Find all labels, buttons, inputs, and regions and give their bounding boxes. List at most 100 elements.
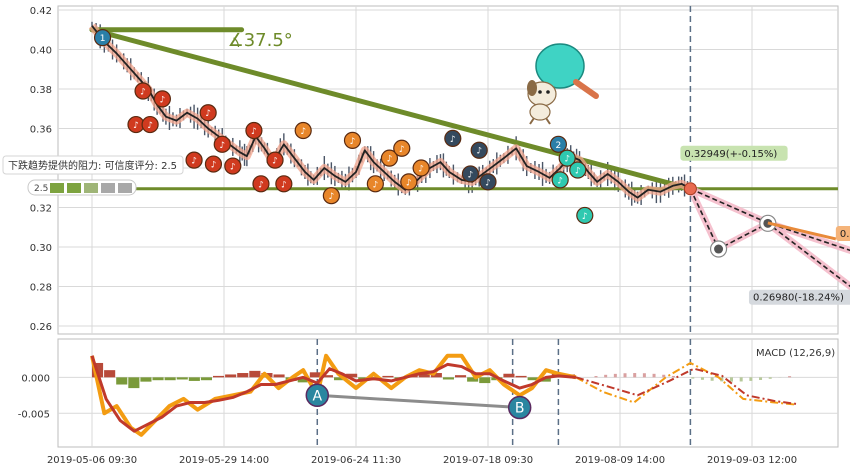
macd-histogram-bar (479, 377, 491, 384)
paddle-handle-icon (573, 79, 599, 99)
annotation-box (835, 225, 850, 241)
macd-histogram-bar-projected (739, 377, 743, 382)
wave-marker-dot (393, 139, 411, 157)
wave-marker: ♪ (393, 139, 411, 157)
macd-histogram-bar (128, 377, 140, 389)
macd-histogram-bar (418, 372, 430, 378)
macd-histogram-bar-projected (710, 377, 714, 381)
score-badge-icon (84, 183, 98, 193)
macd-histogram-bar (140, 377, 152, 382)
wave-marker-label: ♪ (160, 95, 166, 105)
macd-tick-label: 0.000 (21, 373, 50, 384)
x-tick-label: 2019-08-09 14:00 (575, 455, 665, 466)
divergence-point-label: A (312, 388, 322, 404)
dog-ear-icon (527, 80, 537, 96)
resistance-note: 下跌趋势提供的阻力: 可信度评分: 2.5 (2, 155, 184, 175)
wave-marker-label: ♪ (281, 180, 287, 190)
wave-marker-dot (134, 82, 152, 100)
wave-marker: ♪ (400, 173, 418, 191)
wave-marker: ♪ (343, 131, 362, 149)
macd-histogram-bar (176, 377, 188, 380)
wave-marker-dot (412, 159, 430, 177)
dog-eye-icon (546, 90, 550, 94)
macd-histogram-bar (200, 377, 212, 381)
wave-marker-label: ♪ (211, 161, 217, 171)
macd-histogram-bar-projected (642, 373, 646, 378)
macd-histogram-bar (503, 373, 515, 378)
wave-marker-label: ♪ (230, 163, 236, 173)
macd-histogram-bar (527, 377, 539, 381)
macd-histogram-bar-projected (671, 375, 675, 378)
price-panel: 0.420.400.380.360.340.320.300.280.26 ∡37… (2, 5, 850, 335)
wave-marker-label: ♪ (406, 178, 412, 188)
wave-marker-dot (141, 115, 159, 134)
score-badge-icon (118, 183, 132, 193)
price-tick-label: 0.30 (30, 243, 52, 254)
wave-marker-dot (343, 131, 362, 149)
wave-marker-dot (380, 149, 399, 167)
wave-marker-dot (224, 157, 242, 175)
macd-vertical-markers (316, 339, 692, 447)
dog-leg-icon (529, 117, 535, 125)
macd-histogram-bar (382, 375, 394, 378)
macd-histogram-bar-projected (788, 376, 792, 378)
wave-marker-label: ♪ (476, 147, 482, 157)
price-tick-label: 0.26 (30, 322, 52, 333)
wave-marker: ♪ (127, 115, 145, 134)
wave-marker-dot (558, 149, 576, 167)
macd-series-line (90, 355, 577, 433)
score-label: 2.5 (34, 184, 48, 194)
current-price-dot (683, 182, 697, 196)
wave-marker: ♪ (322, 187, 340, 205)
wave-marker: ♪ (470, 141, 488, 159)
wave-marker-label: ♪ (418, 165, 424, 175)
wave-marker: ♪ (366, 175, 384, 193)
macd-histogram-bar (455, 375, 467, 378)
price-tick-label: 0.42 (30, 6, 52, 17)
wave-marker-dot (245, 121, 263, 140)
wave-marker-dot (366, 175, 384, 193)
wave-marker-label: 2 (556, 141, 562, 151)
x-tick-label: 2019-05-29 14:00 (179, 455, 269, 466)
macd-histogram-bar (116, 377, 128, 385)
dog-leg-icon (545, 117, 551, 125)
wave-marker-dot (322, 187, 340, 205)
macd-histogram-bar (430, 373, 442, 378)
macd-histogram-bar (164, 377, 176, 381)
wave-marker-dot (266, 151, 284, 169)
projection-node-core (714, 244, 724, 254)
downtrend-line (89, 27, 693, 192)
wave-marker: ♪ (252, 175, 270, 193)
wave-marker-dot (275, 175, 293, 193)
wave-marker-label: ♪ (557, 176, 563, 186)
wave-marker-dot (199, 104, 217, 122)
macd-histogram-bar-projected (730, 377, 733, 382)
wave-marker: 1 (93, 29, 112, 47)
wave-marker-dot (153, 90, 171, 108)
macd-projection-lines (575, 361, 797, 406)
macd-histogram-bar-projected (623, 373, 627, 378)
wave-marker-label: ♪ (575, 167, 581, 177)
macd-projection-line (575, 367, 797, 405)
wave-marker: ♪ (576, 206, 594, 225)
price-tick-label: 0.28 (30, 283, 52, 294)
wave-marker: ♪ (134, 82, 152, 100)
wave-marker-label: ♪ (147, 121, 153, 131)
projection-path-a (689, 188, 850, 288)
wave-marker: ♪ (479, 173, 497, 191)
divergence-point (305, 383, 330, 408)
macd-histogram-bar (309, 372, 321, 378)
macd-histogram-bar (225, 374, 237, 378)
score-badges: 2.5 (27, 179, 137, 196)
price-tick-label: 0.38 (30, 85, 52, 96)
score-badge-icon (101, 183, 115, 193)
macd-histogram-bar-projected (633, 373, 637, 378)
wave-marker-label: ♪ (387, 155, 393, 165)
wave-marker: ♪ (444, 129, 462, 147)
wave-marker: ♪ (245, 121, 263, 140)
annotation-label: 0.26980(-18.24%) (753, 293, 844, 304)
wave-marker-label: ♪ (372, 180, 378, 190)
wave-marker-label: ♪ (133, 121, 139, 131)
wave-marker-label: ♪ (258, 180, 264, 190)
